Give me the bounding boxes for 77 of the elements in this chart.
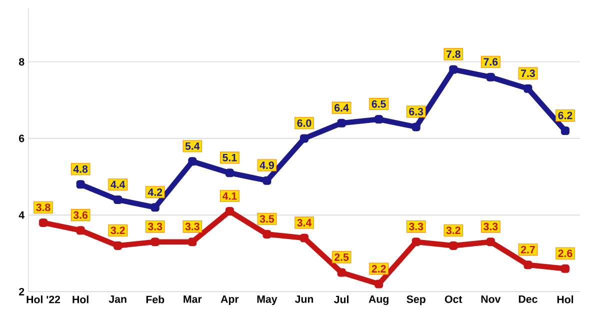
data-label: 6.3 (409, 108, 424, 116)
data-label: 7.8 (446, 50, 460, 58)
point (524, 84, 532, 93)
point (188, 238, 197, 246)
data-label: 2.7 (520, 246, 535, 254)
point (39, 218, 48, 227)
data-label: 3.3 (408, 222, 424, 230)
data-label: 6.2 (558, 112, 572, 120)
point (150, 203, 160, 212)
data-label: 7.6 (484, 58, 498, 66)
x-tick-label: Jul (334, 295, 348, 304)
data-label: 4.4 (110, 180, 126, 188)
point (262, 230, 272, 238)
data-label: 3.2 (110, 226, 125, 234)
x-tick-label: Nov (481, 295, 501, 303)
point (300, 234, 309, 242)
data-label: 3.6 (73, 211, 88, 219)
point (374, 280, 384, 288)
y-tick-label: 4 (18, 211, 24, 219)
x-tick-label: Dec (518, 295, 538, 303)
point (374, 115, 384, 124)
point (262, 176, 272, 185)
point (150, 238, 160, 246)
x-tick-label: Mar (184, 295, 202, 303)
x-tick-label: Jun (294, 295, 314, 303)
data-label: 5.4 (185, 142, 200, 150)
y-tick-label: 8 (18, 58, 24, 66)
x-tick-label: Feb (146, 295, 164, 304)
data-label: 3.8 (36, 204, 50, 212)
x-tick-label: Hol (72, 295, 88, 304)
point (114, 195, 122, 204)
data-label: 3.4 (297, 218, 312, 226)
point (76, 226, 85, 235)
data-label: 7.3 (521, 70, 535, 78)
x-tick-label: Sep (406, 295, 426, 306)
data-label: 4.1 (222, 192, 237, 200)
point (486, 72, 495, 82)
data-label: 4.9 (260, 162, 274, 170)
point (524, 260, 532, 270)
point (486, 238, 495, 246)
data-label: 2.6 (558, 250, 572, 258)
data-label: 6.5 (372, 100, 386, 108)
y-tick-label: 2 (19, 288, 24, 296)
data-label: 6.0 (297, 119, 312, 127)
data-label: 4.8 (73, 165, 88, 173)
point (449, 241, 458, 250)
point (337, 118, 346, 128)
point (560, 126, 570, 136)
x-tick-label: Oct (444, 295, 462, 303)
x-tick-label: Hol (557, 295, 574, 304)
point (412, 238, 420, 246)
data-label: 6.4 (334, 104, 349, 112)
data-label: 4.2 (148, 188, 162, 196)
point (449, 65, 458, 74)
point (76, 180, 85, 189)
data-label: 3.3 (185, 222, 200, 230)
point (300, 134, 309, 143)
point (114, 241, 122, 250)
point (560, 264, 570, 273)
data-label: 5.1 (222, 154, 237, 162)
point (337, 268, 346, 277)
point (412, 122, 420, 132)
data-label: 3.2 (446, 226, 460, 234)
data-label: 3.5 (260, 215, 274, 223)
x-tick-label: Hol '22 (26, 295, 60, 304)
data-label: 3.3 (148, 222, 162, 230)
point (225, 206, 234, 216)
point (225, 168, 234, 178)
data-label: 2.5 (334, 253, 349, 261)
data-label: 2.2 (372, 265, 386, 272)
y-tick-label: 6 (19, 134, 24, 142)
x-tick-label: Apr (220, 295, 239, 305)
point (188, 157, 197, 166)
x-tick-label: May (257, 295, 278, 305)
data-label: 3.3 (484, 222, 498, 230)
x-tick-label: Jan (108, 295, 126, 303)
x-tick-label: Aug (368, 295, 388, 306)
